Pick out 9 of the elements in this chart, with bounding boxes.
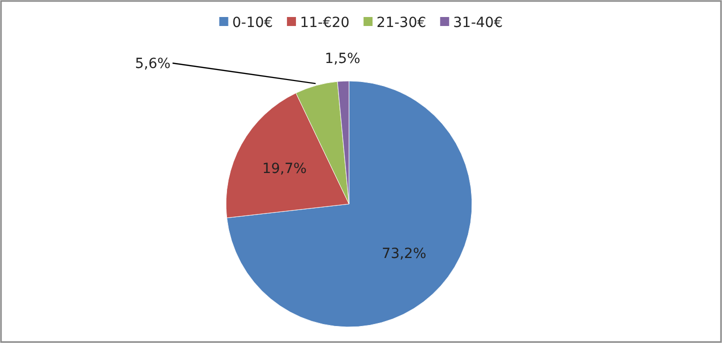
pie-slice <box>226 80 472 328</box>
legend-label: 0-10€ <box>232 14 273 31</box>
legend-label: 21-30€ <box>376 14 426 31</box>
legend-label: 31-40€ <box>453 14 503 31</box>
legend-label: 11-€20 <box>300 14 350 31</box>
data-label: 1,5% <box>324 51 360 68</box>
data-label: 73,2% <box>382 246 426 262</box>
data-label: 19,7% <box>262 161 307 178</box>
data-label: 5,6% <box>134 56 171 72</box>
